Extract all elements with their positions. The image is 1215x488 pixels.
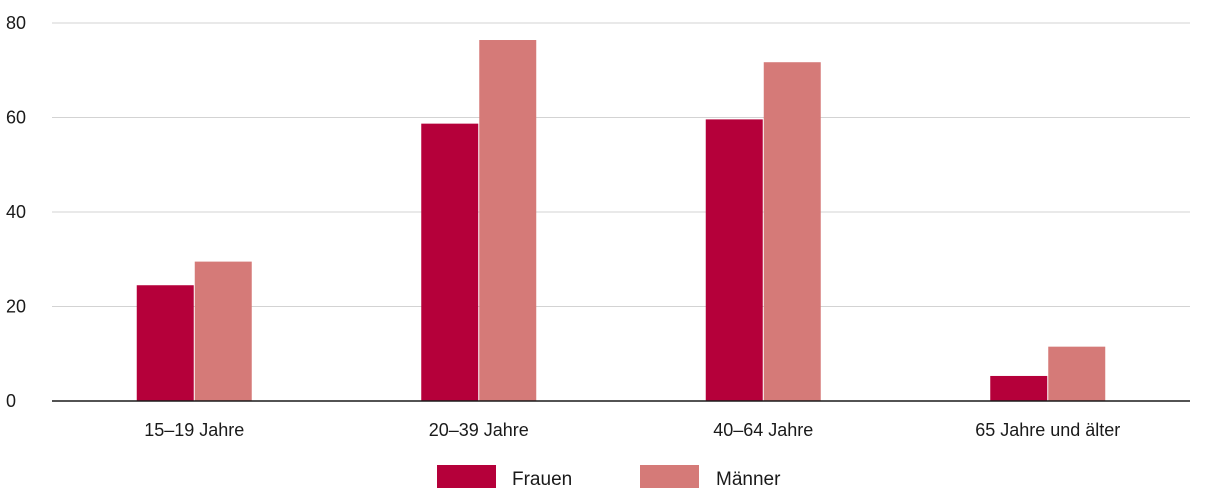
bar-frauen-3 [990, 375, 1048, 401]
x-category-label: 40–64 Jahre [713, 420, 813, 440]
x-category-label: 15–19 Jahre [144, 420, 244, 440]
legend-label-männer: Männer [716, 469, 781, 488]
bar-männer-1 [479, 40, 537, 401]
bar-männer-3 [1048, 346, 1106, 401]
y-axis-ticks: 0 20 40 60 80 [6, 13, 26, 411]
legend: Frauen Männer [437, 465, 781, 488]
x-category-label: 20–39 Jahre [429, 420, 529, 440]
legend-label-frauen: Frauen [512, 469, 572, 488]
legend-swatch-frauen [437, 465, 496, 488]
bar-männer-2 [763, 62, 821, 401]
y-tick-label: 0 [6, 391, 16, 411]
bar-frauen-0 [136, 285, 194, 401]
y-tick-label: 40 [6, 202, 26, 222]
y-tick-label: 20 [6, 297, 26, 317]
bar-frauen-2 [705, 119, 763, 401]
bar-frauen-1 [421, 123, 479, 401]
gridlines [52, 22, 1190, 307]
bar-männer-0 [194, 261, 252, 401]
x-category-label: 65 Jahre und älter [975, 420, 1120, 440]
legend-swatch-männer [640, 465, 699, 488]
y-tick-label: 60 [6, 108, 26, 128]
y-tick-label: 80 [6, 13, 26, 33]
x-axis-categories: 15–19 Jahre 20–39 Jahre 40–64 Jahre 65 Jahr… [144, 420, 1120, 440]
bars [136, 40, 1106, 401]
